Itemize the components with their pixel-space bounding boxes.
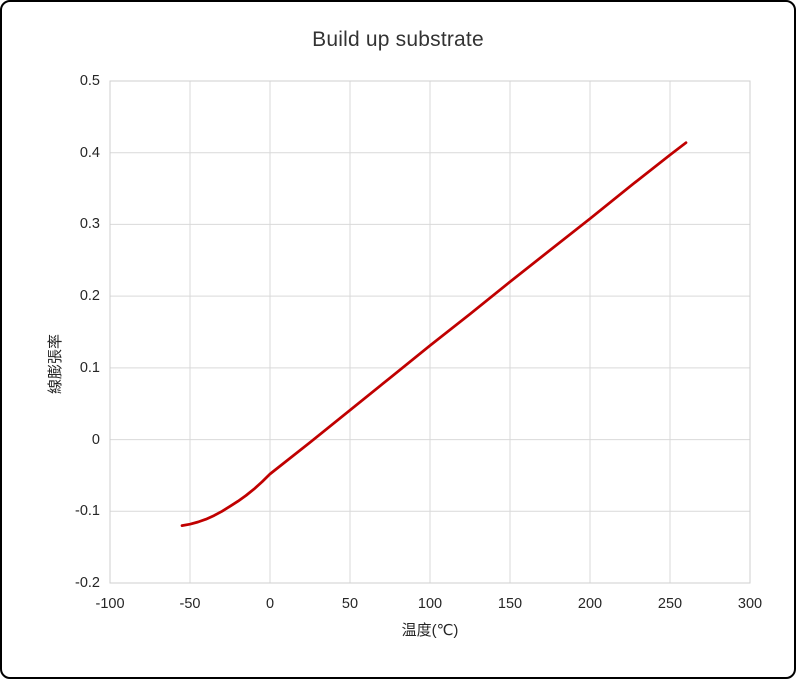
chart-title: Build up substrate [312,28,484,51]
x-axis-title: 温度(℃) [401,622,459,639]
y-tick-label: 0.2 [79,288,100,305]
y-tick-label: -0.2 [75,575,100,591]
x-tick-label: 250 [657,596,683,612]
x-tick-label: -50 [179,596,201,612]
x-tick-label: -100 [95,596,125,612]
plot-border [109,80,751,584]
x-tick-label: 0 [265,596,275,612]
y-tick-label: 0.1 [79,359,100,376]
x-tick-label: 150 [497,596,523,612]
x-tick-label: 300 [737,596,763,612]
y-tick-label: 0.5 [79,73,100,89]
y-tick-label: -0.1 [75,503,100,520]
x-tick-label: 100 [417,596,443,612]
y-tick-label: 0 [91,431,100,448]
x-tick-label: 200 [577,596,603,612]
series-line-linear-expansion-curve [180,141,688,527]
y-tick-label: 0.3 [79,216,100,233]
x-tick-label: 50 [341,596,359,612]
y-tick-label: 0.4 [79,144,100,161]
